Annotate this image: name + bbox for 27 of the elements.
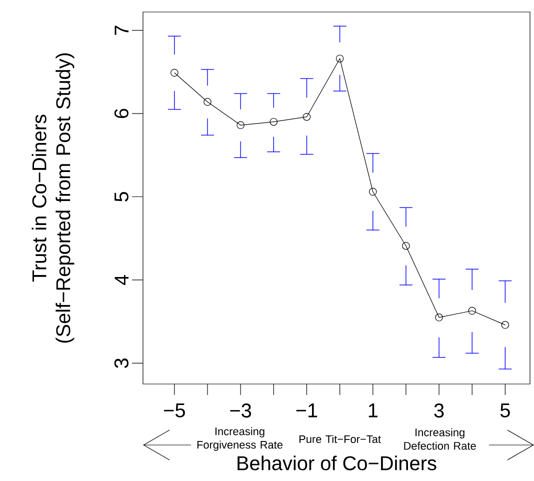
y-tick-label: 6 [114,108,128,118]
x-tick-label: −5 [164,404,185,418]
point [402,242,410,250]
x-tick-label: 3 [434,404,444,418]
x-tick-label: 5 [500,404,510,418]
point [170,68,178,77]
point [468,306,476,315]
point [302,112,311,121]
text: Increasing Forgiveness Rate [197,427,282,451]
point [336,54,344,62]
point [368,188,377,196]
text: Pure Tit−For−Tat [299,434,381,444]
point [270,118,278,126]
y-tick-label: 4 [114,275,128,286]
point [236,121,244,130]
y-tick-label: 7 [114,26,128,35]
x-axis-title: Behavior of Co−Diners [238,456,436,470]
y-axis-title: Trust in Co−Diners (Self−Reported from Post Study) [32,53,74,343]
x-tick-label: −1 [296,404,318,418]
point [204,98,212,106]
text: Increasing Defection Rate [404,428,476,450]
x-tick-label: −3 [230,404,252,418]
y-tick-label: 5 [114,192,128,202]
point [501,321,510,329]
x-tick-label: 1 [368,404,378,418]
point [435,314,443,322]
y-tick-label: 3 [114,358,128,368]
